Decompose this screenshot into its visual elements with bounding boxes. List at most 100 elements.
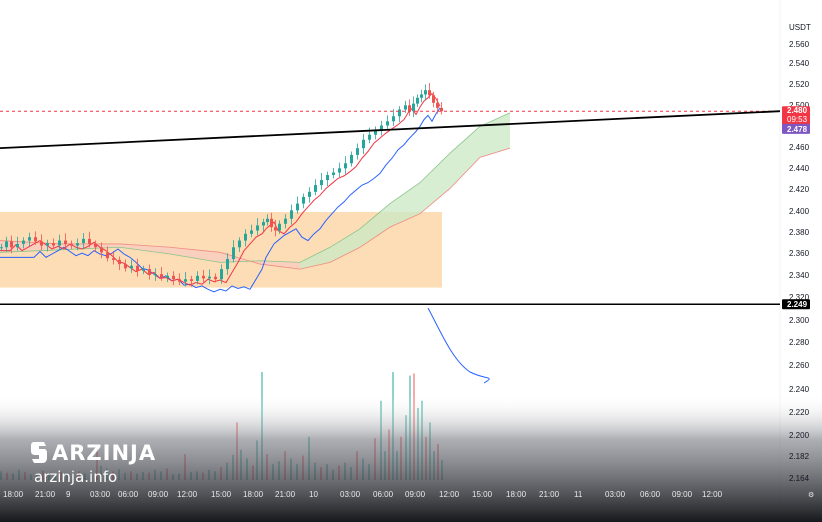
price-tick: 2.280 [789, 338, 810, 347]
candle-body[interactable] [160, 274, 163, 278]
candle-body[interactable] [256, 225, 259, 231]
candle-body[interactable] [362, 139, 365, 149]
candle-body[interactable] [428, 90, 431, 96]
price-tick: 2.400 [789, 207, 810, 216]
time-tick: 21:00 [35, 490, 56, 499]
candle-body[interactable] [238, 240, 241, 248]
candle-body[interactable] [100, 247, 103, 253]
candle-body[interactable] [368, 134, 371, 140]
candle-body[interactable] [408, 105, 411, 112]
candle-body[interactable] [320, 180, 323, 186]
candle-series[interactable] [0, 83, 443, 287]
candle-body[interactable] [308, 191, 311, 197]
time-tick: 06:00 [640, 490, 661, 499]
candle-body[interactable] [226, 259, 229, 270]
watermark: ARZINJA arzinja.info [30, 440, 156, 486]
candle-body[interactable] [52, 243, 55, 246]
candle-body[interactable] [22, 240, 25, 244]
candle-body[interactable] [244, 233, 247, 241]
candle-body[interactable] [432, 95, 435, 103]
candle-body[interactable] [76, 243, 79, 246]
candle-body[interactable] [250, 230, 253, 234]
candle-body[interactable] [5, 241, 8, 248]
candle-body[interactable] [350, 154, 353, 164]
axis-settings-icon[interactable]: ⚙ [808, 491, 814, 499]
candle-body[interactable] [314, 185, 317, 192]
candle-body[interactable] [208, 276, 211, 279]
candle-body[interactable] [136, 265, 139, 271]
annotation-curve [427, 307, 490, 384]
price-axis-ticks: 2.560 2.540 2.520 2.500 2.460 2.440 2.420 2.400… [789, 40, 810, 483]
candle-body[interactable] [380, 125, 383, 130]
candle-body[interactable] [0, 247, 3, 249]
candle-body[interactable] [166, 275, 169, 278]
time-tick: 06:00 [118, 490, 139, 499]
candle-body[interactable] [178, 279, 181, 282]
candle-body[interactable] [214, 276, 217, 280]
candle-body[interactable] [94, 243, 97, 248]
candle-body[interactable] [440, 107, 443, 112]
senkou-span-a [0, 112, 511, 263]
candle-body[interactable] [64, 240, 67, 244]
candle-body[interactable] [398, 109, 401, 117]
candle-body[interactable] [420, 94, 423, 98]
price-tick: 2.460 [789, 143, 810, 152]
candle-body[interactable] [10, 241, 13, 248]
candle-body[interactable] [374, 129, 377, 135]
candle-body[interactable] [412, 103, 415, 112]
candle-body[interactable] [154, 274, 157, 276]
time-tick: 12:00 [702, 490, 723, 499]
candle-body[interactable] [190, 279, 193, 281]
candle-body[interactable] [172, 275, 175, 280]
candle-body[interactable] [196, 275, 199, 281]
candle-body[interactable] [220, 269, 223, 280]
candle-body[interactable] [302, 196, 305, 204]
candle-body[interactable] [332, 172, 335, 176]
candle-body[interactable] [148, 269, 151, 275]
candle-body[interactable] [46, 243, 49, 246]
candle-body[interactable] [82, 238, 85, 244]
candle-body[interactable] [142, 269, 145, 271]
time-tick: 15:00 [472, 490, 493, 499]
candle-body[interactable] [262, 222, 265, 226]
prev-close-value: 2.478 [787, 125, 808, 134]
candle-body[interactable] [326, 175, 329, 181]
candle-body[interactable] [106, 252, 109, 259]
candle-body[interactable] [270, 218, 273, 228]
time-tick: 15:00 [211, 490, 232, 499]
candle-body[interactable] [130, 265, 133, 269]
candle-body[interactable] [202, 275, 205, 279]
candle-body[interactable] [40, 241, 43, 246]
candle-body[interactable] [184, 279, 187, 282]
candle-body[interactable] [392, 116, 395, 122]
candle-body[interactable] [424, 90, 427, 95]
time-tick: 21:00 [275, 490, 296, 499]
candle-body[interactable] [112, 258, 115, 260]
candle-body[interactable] [16, 243, 19, 248]
candle-body[interactable] [356, 148, 359, 155]
candle-body[interactable] [386, 121, 389, 126]
price-tick: 2.320 [789, 293, 810, 302]
candle-body[interactable] [88, 238, 91, 244]
candle-body[interactable] [338, 168, 341, 173]
trendline[interactable] [0, 110, 781, 150]
candle-body[interactable] [344, 163, 347, 169]
candle-body[interactable] [58, 240, 61, 246]
candle-body[interactable] [290, 210, 293, 219]
candle-body[interactable] [124, 264, 127, 269]
candle-body[interactable] [416, 97, 419, 104]
candle-body[interactable] [284, 218, 287, 224]
candle-body[interactable] [232, 247, 235, 260]
candle-body[interactable] [28, 237, 31, 241]
candle-body[interactable] [436, 102, 439, 108]
time-tick: 18:00 [506, 490, 527, 499]
candle-body[interactable] [266, 218, 269, 223]
candle-body[interactable] [296, 203, 299, 211]
candle-body[interactable] [278, 223, 281, 231]
candle-body[interactable] [118, 259, 121, 265]
candle-body[interactable] [34, 237, 37, 242]
candle-body[interactable] [70, 243, 73, 246]
candle-body[interactable] [404, 105, 407, 110]
candle-body[interactable] [274, 227, 277, 231]
